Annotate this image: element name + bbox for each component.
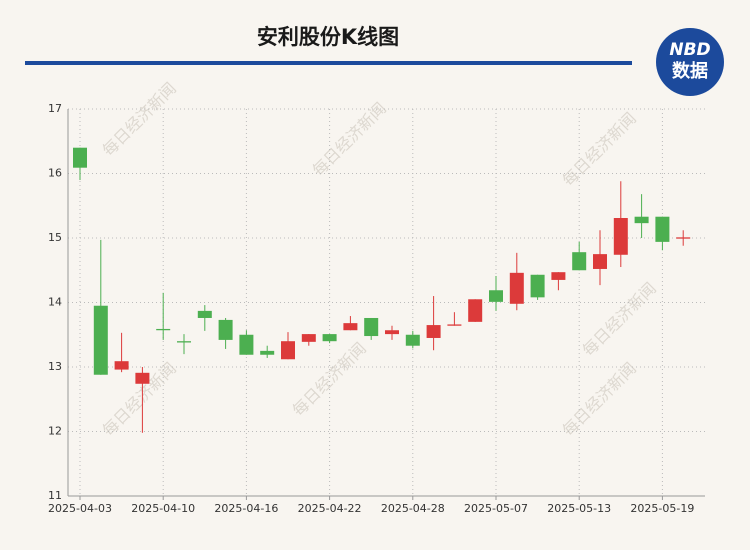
candle-body — [114, 361, 129, 370]
logo — [656, 28, 724, 96]
candle-body — [676, 237, 691, 239]
candle-body — [655, 216, 670, 242]
candle-body — [364, 317, 379, 337]
candle-body — [593, 254, 607, 269]
y-tick-label: 12 — [48, 425, 62, 438]
y-tick-label: 17 — [48, 102, 62, 115]
candle-body — [177, 341, 191, 343]
plot: 11 12 13 14 15 16 17 2025-04-03 2025-04-10 2025-0… — [48, 102, 705, 515]
x-tick-label: 2025-05-19 — [630, 502, 694, 515]
y-tick-label: 13 — [48, 360, 62, 373]
candle-body — [281, 341, 295, 360]
candle-body — [260, 350, 275, 355]
logo-text: NBD — [669, 40, 710, 60]
logo-text: 数据 — [672, 60, 708, 82]
candle-body — [509, 272, 524, 304]
title-rule — [25, 61, 632, 65]
candle-body — [301, 334, 316, 342]
candle-body — [426, 325, 441, 338]
x-tick-label: 2025-05-13 — [547, 502, 611, 515]
candle-body — [551, 272, 566, 280]
x-tick-label: 2025-04-22 — [298, 502, 362, 515]
candle-body — [197, 310, 212, 318]
candle-body — [405, 334, 420, 346]
x-tick-label: 2025-04-10 — [131, 502, 195, 515]
y-tick-label: 16 — [48, 167, 62, 180]
candle-body — [530, 274, 545, 298]
candle-body — [385, 330, 399, 335]
candle-body — [572, 252, 587, 271]
chart-title: 安利股份K线图 — [257, 25, 399, 49]
x-tick-label: 2025-04-03 — [48, 502, 112, 515]
candle-body — [489, 290, 503, 302]
candle-body — [93, 305, 108, 375]
candle-body — [634, 216, 649, 224]
x-tick-label: 2025-04-28 — [381, 502, 445, 515]
candle-body — [322, 334, 337, 342]
x-tick-label: 2025-05-07 — [464, 502, 528, 515]
candle-body — [468, 299, 483, 322]
candle-body — [613, 218, 628, 255]
y-tick-label: 11 — [48, 489, 62, 502]
candle-body — [239, 334, 254, 355]
candle-body — [73, 147, 87, 168]
candle-body — [343, 323, 358, 331]
candle-body — [135, 372, 150, 384]
x-tick-label: 2025-04-16 — [214, 502, 278, 515]
candle-body — [218, 319, 233, 340]
y-tick-label: 14 — [48, 296, 62, 309]
candle-body — [156, 328, 171, 331]
y-tick-label: 15 — [48, 231, 62, 244]
candle-body — [447, 324, 462, 326]
